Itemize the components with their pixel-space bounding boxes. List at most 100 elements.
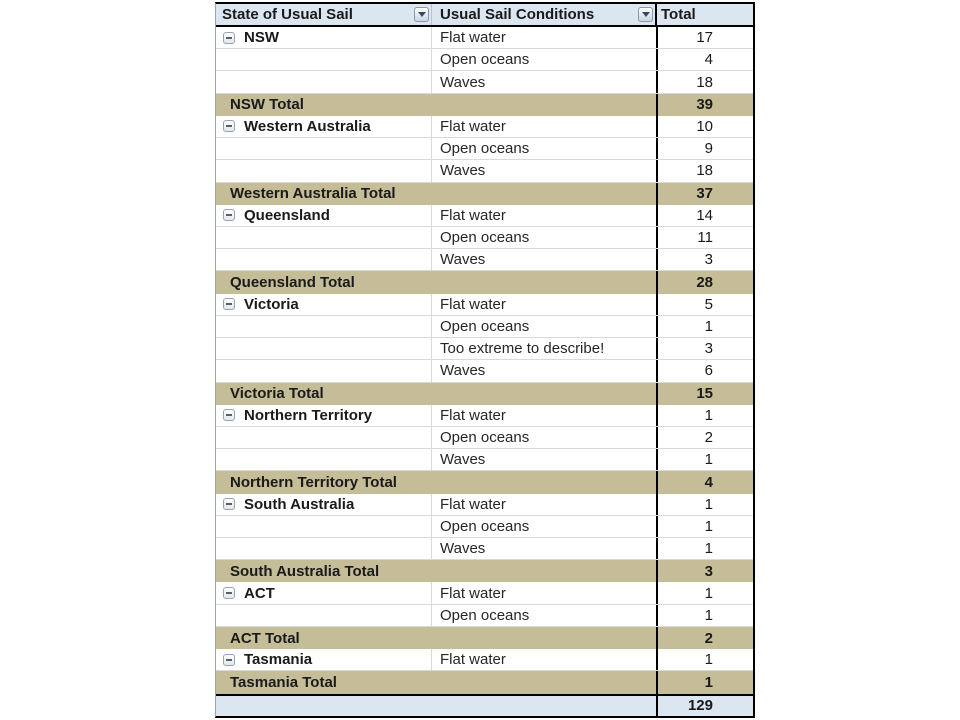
- state-cell: [216, 138, 432, 160]
- collapse-button[interactable]: [223, 498, 235, 511]
- state-label: Northern Territory: [244, 406, 373, 424]
- state-label: South Australia: [244, 495, 355, 513]
- subtotal-row: Queensland Total 28: [216, 271, 753, 294]
- subtotal-label: Victoria Total: [230, 385, 324, 403]
- subtotal-count: 4: [656, 471, 753, 494]
- filter-dropdown-conditions[interactable]: [638, 7, 653, 22]
- state-label: NSW: [244, 29, 279, 47]
- state-cell: South Australia: [216, 493, 432, 515]
- table-row: Open oceans 11: [216, 226, 753, 250]
- subtotal-count: 39: [656, 93, 753, 116]
- table-row: Tasmania Flat water 1: [216, 649, 753, 672]
- subtotal-label: Western Australia Total: [230, 185, 396, 203]
- condition-cell: Open oceans: [440, 429, 530, 447]
- count-cell: 10: [656, 115, 753, 138]
- table-row: Waves 1: [216, 449, 753, 472]
- state-cell: [216, 515, 432, 538]
- table-row: Victoria Flat water 5: [216, 293, 753, 316]
- table-row: Open oceans 1: [216, 515, 753, 539]
- count-cell: 18: [656, 160, 753, 182]
- filter-dropdown-state[interactable]: [414, 7, 429, 22]
- column-header-state: State of Usual Sail: [216, 4, 432, 25]
- count-cell: 11: [656, 226, 753, 249]
- subtotal-row: Tasmania Total 1: [216, 671, 753, 694]
- table-row: Too extreme to describe! 3: [216, 338, 753, 361]
- condition-cell: Open oceans: [440, 51, 530, 69]
- table-row: Open oceans 2: [216, 426, 753, 450]
- count-cell: 1: [656, 449, 753, 471]
- table-row: Northern Territory Flat water 1: [216, 404, 753, 427]
- column-header-conditions: Usual Sail Conditions: [432, 4, 655, 25]
- grand-total-row: 129: [216, 693, 753, 716]
- count-cell: 18: [656, 71, 753, 93]
- condition-cell: Flat water: [440, 295, 506, 313]
- table-row: NSW Flat water 17: [216, 27, 753, 50]
- collapse-button[interactable]: [223, 653, 235, 666]
- condition-cell: Waves: [440, 540, 486, 558]
- grand-total-label: [216, 696, 656, 716]
- grand-total-count: 129: [656, 695, 753, 716]
- collapse-button[interactable]: [223, 409, 235, 422]
- state-label: ACT: [244, 584, 275, 602]
- state-cell: [216, 315, 432, 338]
- count-cell: 17: [656, 27, 753, 49]
- column-header-conditions-label: Usual Sail Conditions: [440, 6, 595, 23]
- condition-cell: Open oceans: [440, 229, 530, 247]
- state-label: Tasmania: [244, 651, 313, 669]
- state-cell: Tasmania: [216, 649, 432, 671]
- count-cell: 1: [656, 582, 753, 604]
- subtotal-label: South Australia Total: [230, 562, 380, 580]
- subtotal-count: 37: [656, 182, 753, 205]
- count-cell: 3: [656, 338, 753, 360]
- state-cell: [216, 49, 432, 71]
- count-cell: 1: [656, 649, 753, 671]
- subtotal-count: 2: [656, 626, 753, 650]
- subtotal-row: NSW Total 39: [216, 93, 753, 116]
- count-cell: 2: [656, 426, 753, 449]
- subtotal-count: 15: [656, 382, 753, 405]
- state-cell: Northern Territory: [216, 404, 432, 426]
- state-cell: [216, 226, 432, 249]
- state-cell: [216, 71, 432, 93]
- subtotal-count: 3: [656, 560, 753, 583]
- pivot-body: NSW Flat water 17 Open oceans 4 Waves 18 NSW To…: [216, 27, 753, 716]
- subtotal-label: Tasmania Total: [230, 673, 337, 691]
- condition-cell: Open oceans: [440, 140, 530, 158]
- collapse-button[interactable]: [223, 209, 235, 222]
- table-row: Waves 18: [216, 160, 753, 183]
- collapse-button[interactable]: [223, 298, 235, 311]
- count-cell: 1: [656, 538, 753, 560]
- column-header-total: Total: [655, 4, 753, 25]
- table-row: Waves 18: [216, 71, 753, 94]
- state-label: Queensland: [244, 206, 330, 224]
- subtotal-label: Queensland Total: [230, 274, 355, 292]
- state-cell: [216, 338, 432, 360]
- minus-icon: [226, 658, 232, 661]
- state-cell: Victoria: [216, 293, 432, 315]
- state-cell: Western Australia: [216, 115, 432, 138]
- state-cell: NSW: [216, 27, 432, 49]
- count-cell: 6: [656, 360, 753, 382]
- condition-cell: Flat water: [440, 206, 506, 224]
- condition-cell: Flat water: [440, 584, 506, 602]
- pivot-header-row: State of Usual Sail Usual Sail Condition…: [216, 4, 753, 27]
- table-row: South Australia Flat water 1: [216, 493, 753, 516]
- subtotal-row: ACT Total 2: [216, 626, 753, 650]
- condition-cell: Waves: [440, 162, 486, 180]
- table-row: ACT Flat water 1: [216, 582, 753, 605]
- state-label: Victoria: [244, 295, 299, 313]
- condition-cell: Flat water: [440, 495, 506, 513]
- minus-icon: [226, 36, 232, 39]
- count-cell: 4: [656, 49, 753, 71]
- collapse-button[interactable]: [223, 587, 235, 600]
- chevron-down-icon: [641, 12, 650, 17]
- condition-cell: Waves: [440, 251, 486, 269]
- state-cell: [216, 604, 432, 626]
- collapse-button[interactable]: [223, 31, 235, 44]
- collapse-button[interactable]: [223, 120, 235, 133]
- minus-icon: [226, 214, 232, 217]
- table-row: Waves 3: [216, 249, 753, 272]
- state-cell: Queensland: [216, 204, 432, 226]
- state-cell: [216, 449, 432, 471]
